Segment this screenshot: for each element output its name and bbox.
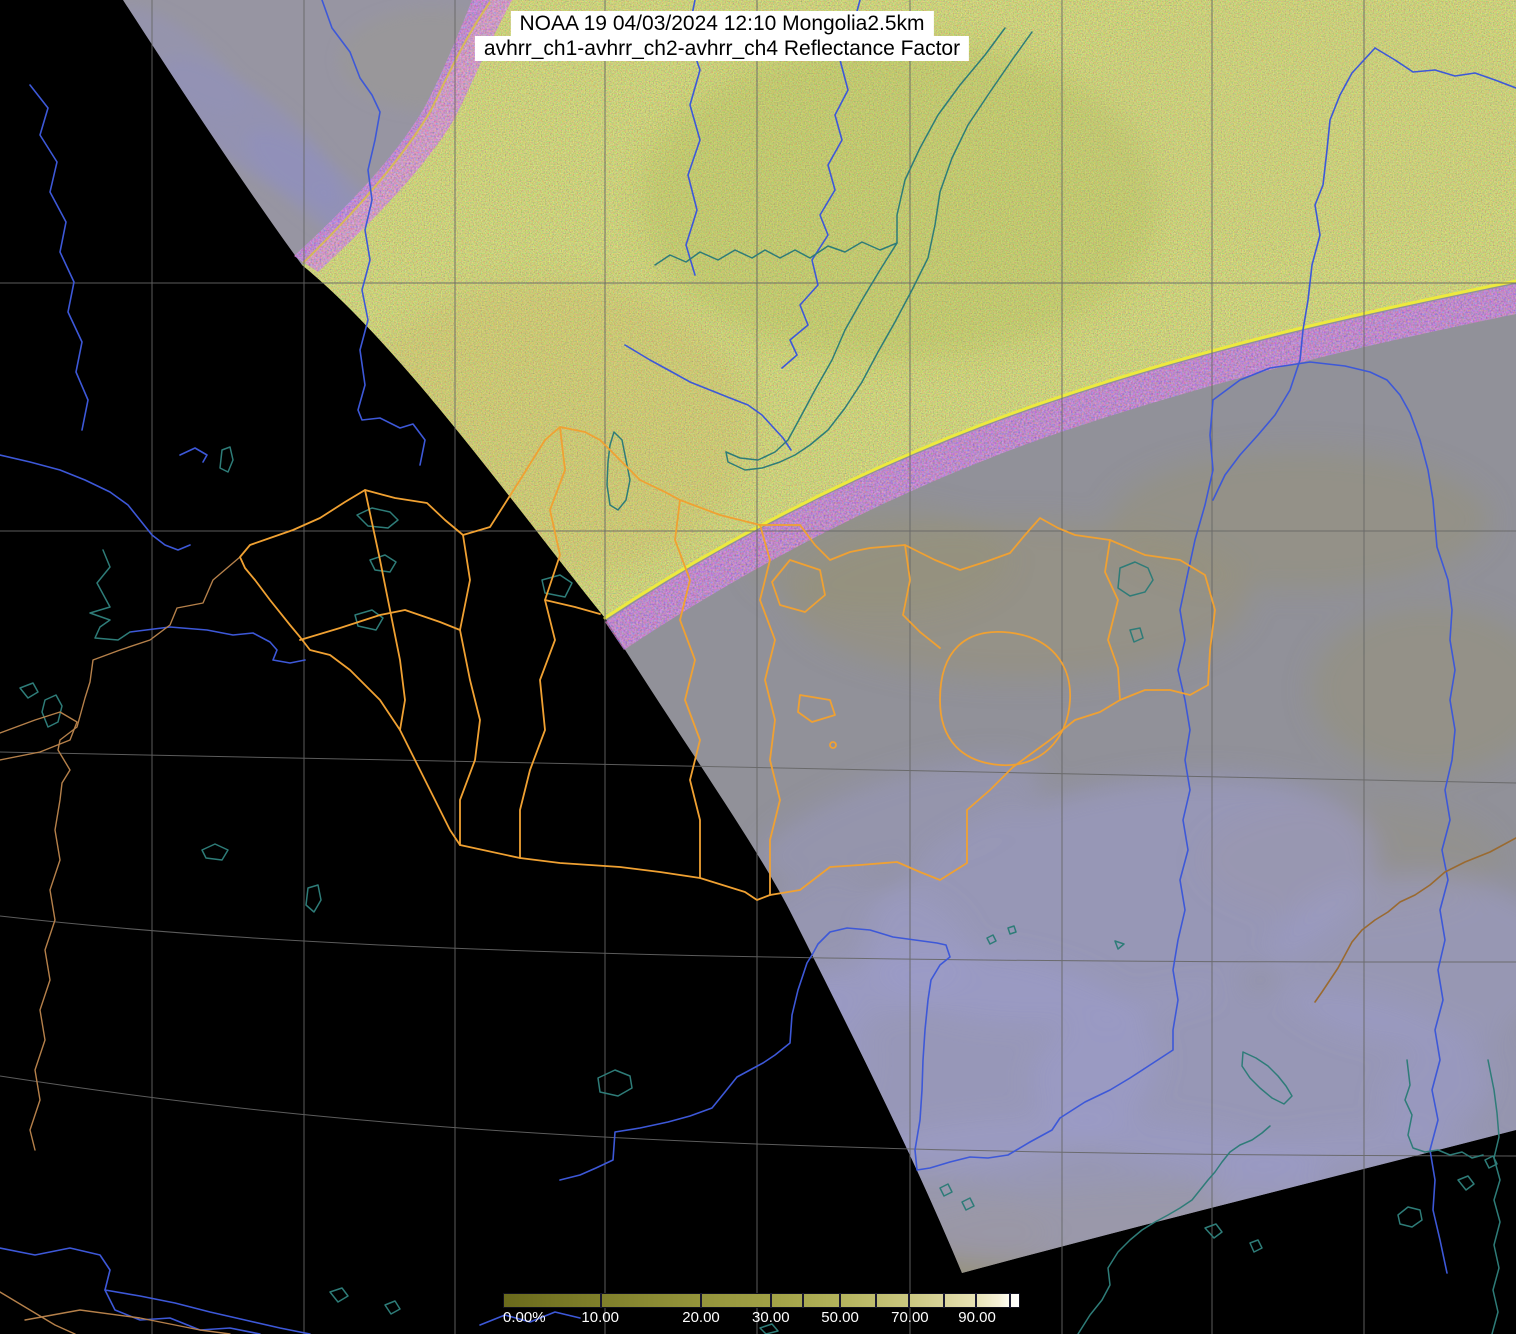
river-brown-se [1314,837,1516,1003]
river-angara-outlet [654,241,898,266]
colorbar-tick [874,1293,877,1308]
coast-korea-east [1404,1059,1484,1159]
colorbar-tick [769,1293,772,1308]
colorbar-label: 90.00 [958,1309,996,1326]
colorbar-tick [801,1293,804,1308]
colorbar-tick [943,1293,946,1308]
colorbar-label: 50.00 [821,1309,859,1326]
colorbar-label: 70.00 [891,1309,929,1326]
product-title: NOAA 19 04/03/2024 12:10 Mongolia2.5km a… [474,11,970,61]
colorbar-tick [975,1293,978,1308]
colorbar-tick [1009,1293,1012,1308]
lake-baikal-west-shore [725,27,1006,461]
colorbar-tick [599,1293,602,1308]
coastlines-lakes [19,27,1501,1334]
lake-khovsgol [606,431,631,511]
colorbar-label: 20.00 [682,1309,720,1326]
borders-neighbors [0,556,241,1334]
colorbar-tick [908,1293,911,1308]
lake-buir [1117,561,1154,597]
title-line-1: NOAA 19 04/03/2024 12:10 Mongolia2.5km [510,11,934,36]
border-mongolia-outer [239,426,1216,901]
river-kherlen [559,576,1191,1181]
colorbar-tick [838,1293,841,1308]
river-selenga [781,0,861,369]
borders-mongolia [239,426,1216,901]
lake-baikal-east-shore [725,31,1033,471]
colorbar-label: 0.00% [503,1309,546,1326]
colorbar-labels: 0.00% 10.00 20.00 30.00 50.00 70.00 90.00 [503,1309,1020,1327]
colorbar-gradient [503,1293,1020,1308]
colorbar-label: 30.00 [752,1309,790,1326]
river-ne [1212,47,1376,501]
river-yenisei [321,0,426,466]
coast-bohai [1077,1125,1271,1334]
colorbar-tick [700,1293,703,1308]
coast-liaodong [1241,1051,1293,1105]
colorbar-legend: 0.00% 10.00 20.00 30.00 50.00 70.00 90.00 [503,1293,1020,1327]
river-amur-loop [1186,361,1456,1274]
title-line-2: avhrr_ch1-avhrr_ch2-avhrr_ch4 Reflectanc… [474,36,970,61]
colorbar-label: 10.00 [581,1309,619,1326]
